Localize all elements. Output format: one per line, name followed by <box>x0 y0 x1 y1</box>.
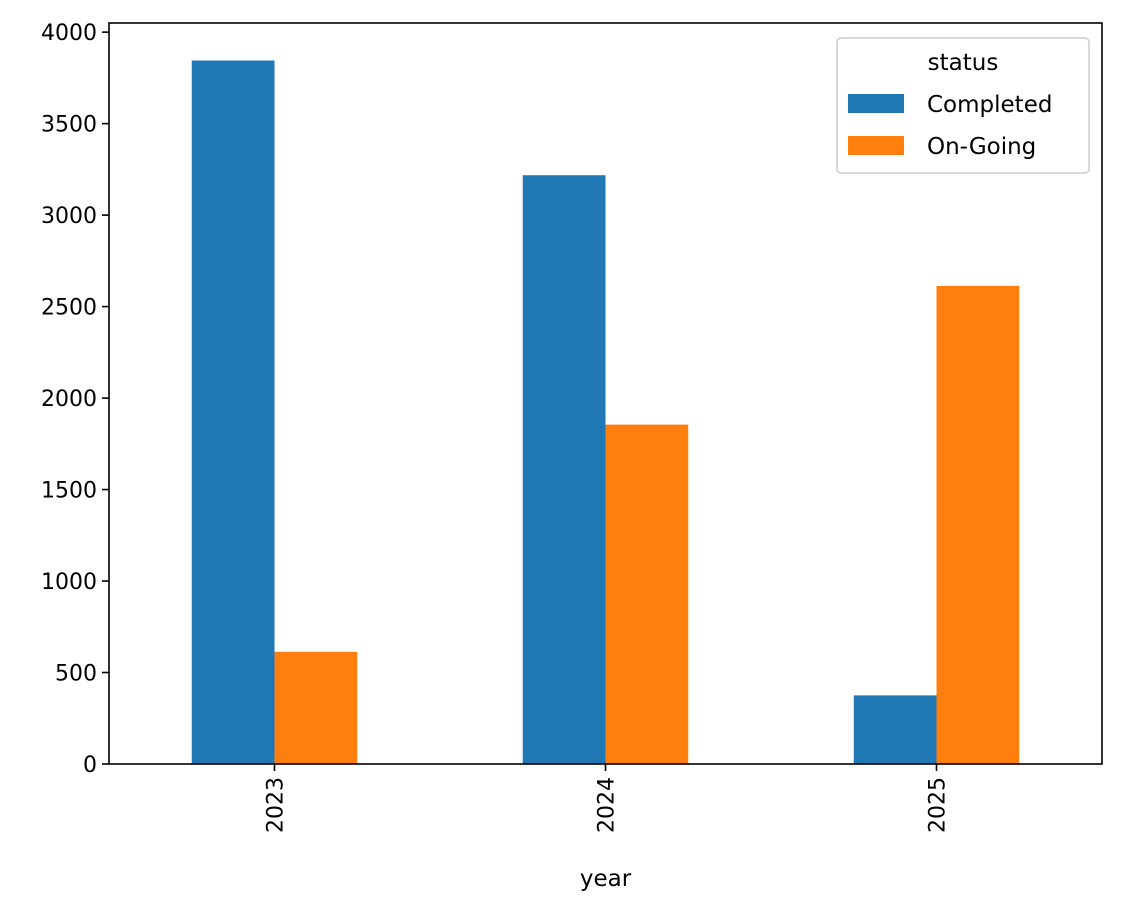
legend-swatch <box>848 136 904 155</box>
y-tick-label: 1000 <box>41 570 97 595</box>
bar-completed-2024 <box>522 175 606 765</box>
y-tick-label: 500 <box>55 662 97 687</box>
x-tick-label: 2025 <box>926 777 951 833</box>
y-tick-label: 3000 <box>41 204 97 229</box>
y-tick-label: 1500 <box>41 479 97 504</box>
y-tick-label: 0 <box>83 753 97 778</box>
legend-swatch <box>848 94 904 113</box>
x-axis-label: year <box>580 866 632 892</box>
bar-completed-2023 <box>191 60 275 764</box>
bar-on-going-2023 <box>274 651 358 764</box>
x-axis: 2023 2024 2025 <box>264 764 951 833</box>
y-axis: 0 500 1000 1500 2000 2500 3000 3500 4000 <box>41 21 109 778</box>
bar-completed-2025 <box>853 695 937 764</box>
legend: status Completed On-Going <box>836 37 1090 174</box>
x-tick-label: 2024 <box>595 777 620 833</box>
legend-title: status <box>928 50 999 76</box>
legend-label: On-Going <box>927 134 1036 160</box>
bar-on-going-2025 <box>936 285 1020 764</box>
y-tick-label: 4000 <box>41 21 97 46</box>
bars-group <box>191 60 1020 765</box>
y-tick-label: 3500 <box>41 113 97 138</box>
y-tick-label: 2500 <box>41 296 97 321</box>
x-tick-label: 2023 <box>264 777 289 833</box>
legend-entries: Completed On-Going <box>848 92 1052 160</box>
y-tick-label: 2000 <box>41 387 97 412</box>
legend-label: Completed <box>927 92 1052 118</box>
plot-frame <box>108 22 1103 765</box>
bar-on-going-2024 <box>605 424 689 764</box>
